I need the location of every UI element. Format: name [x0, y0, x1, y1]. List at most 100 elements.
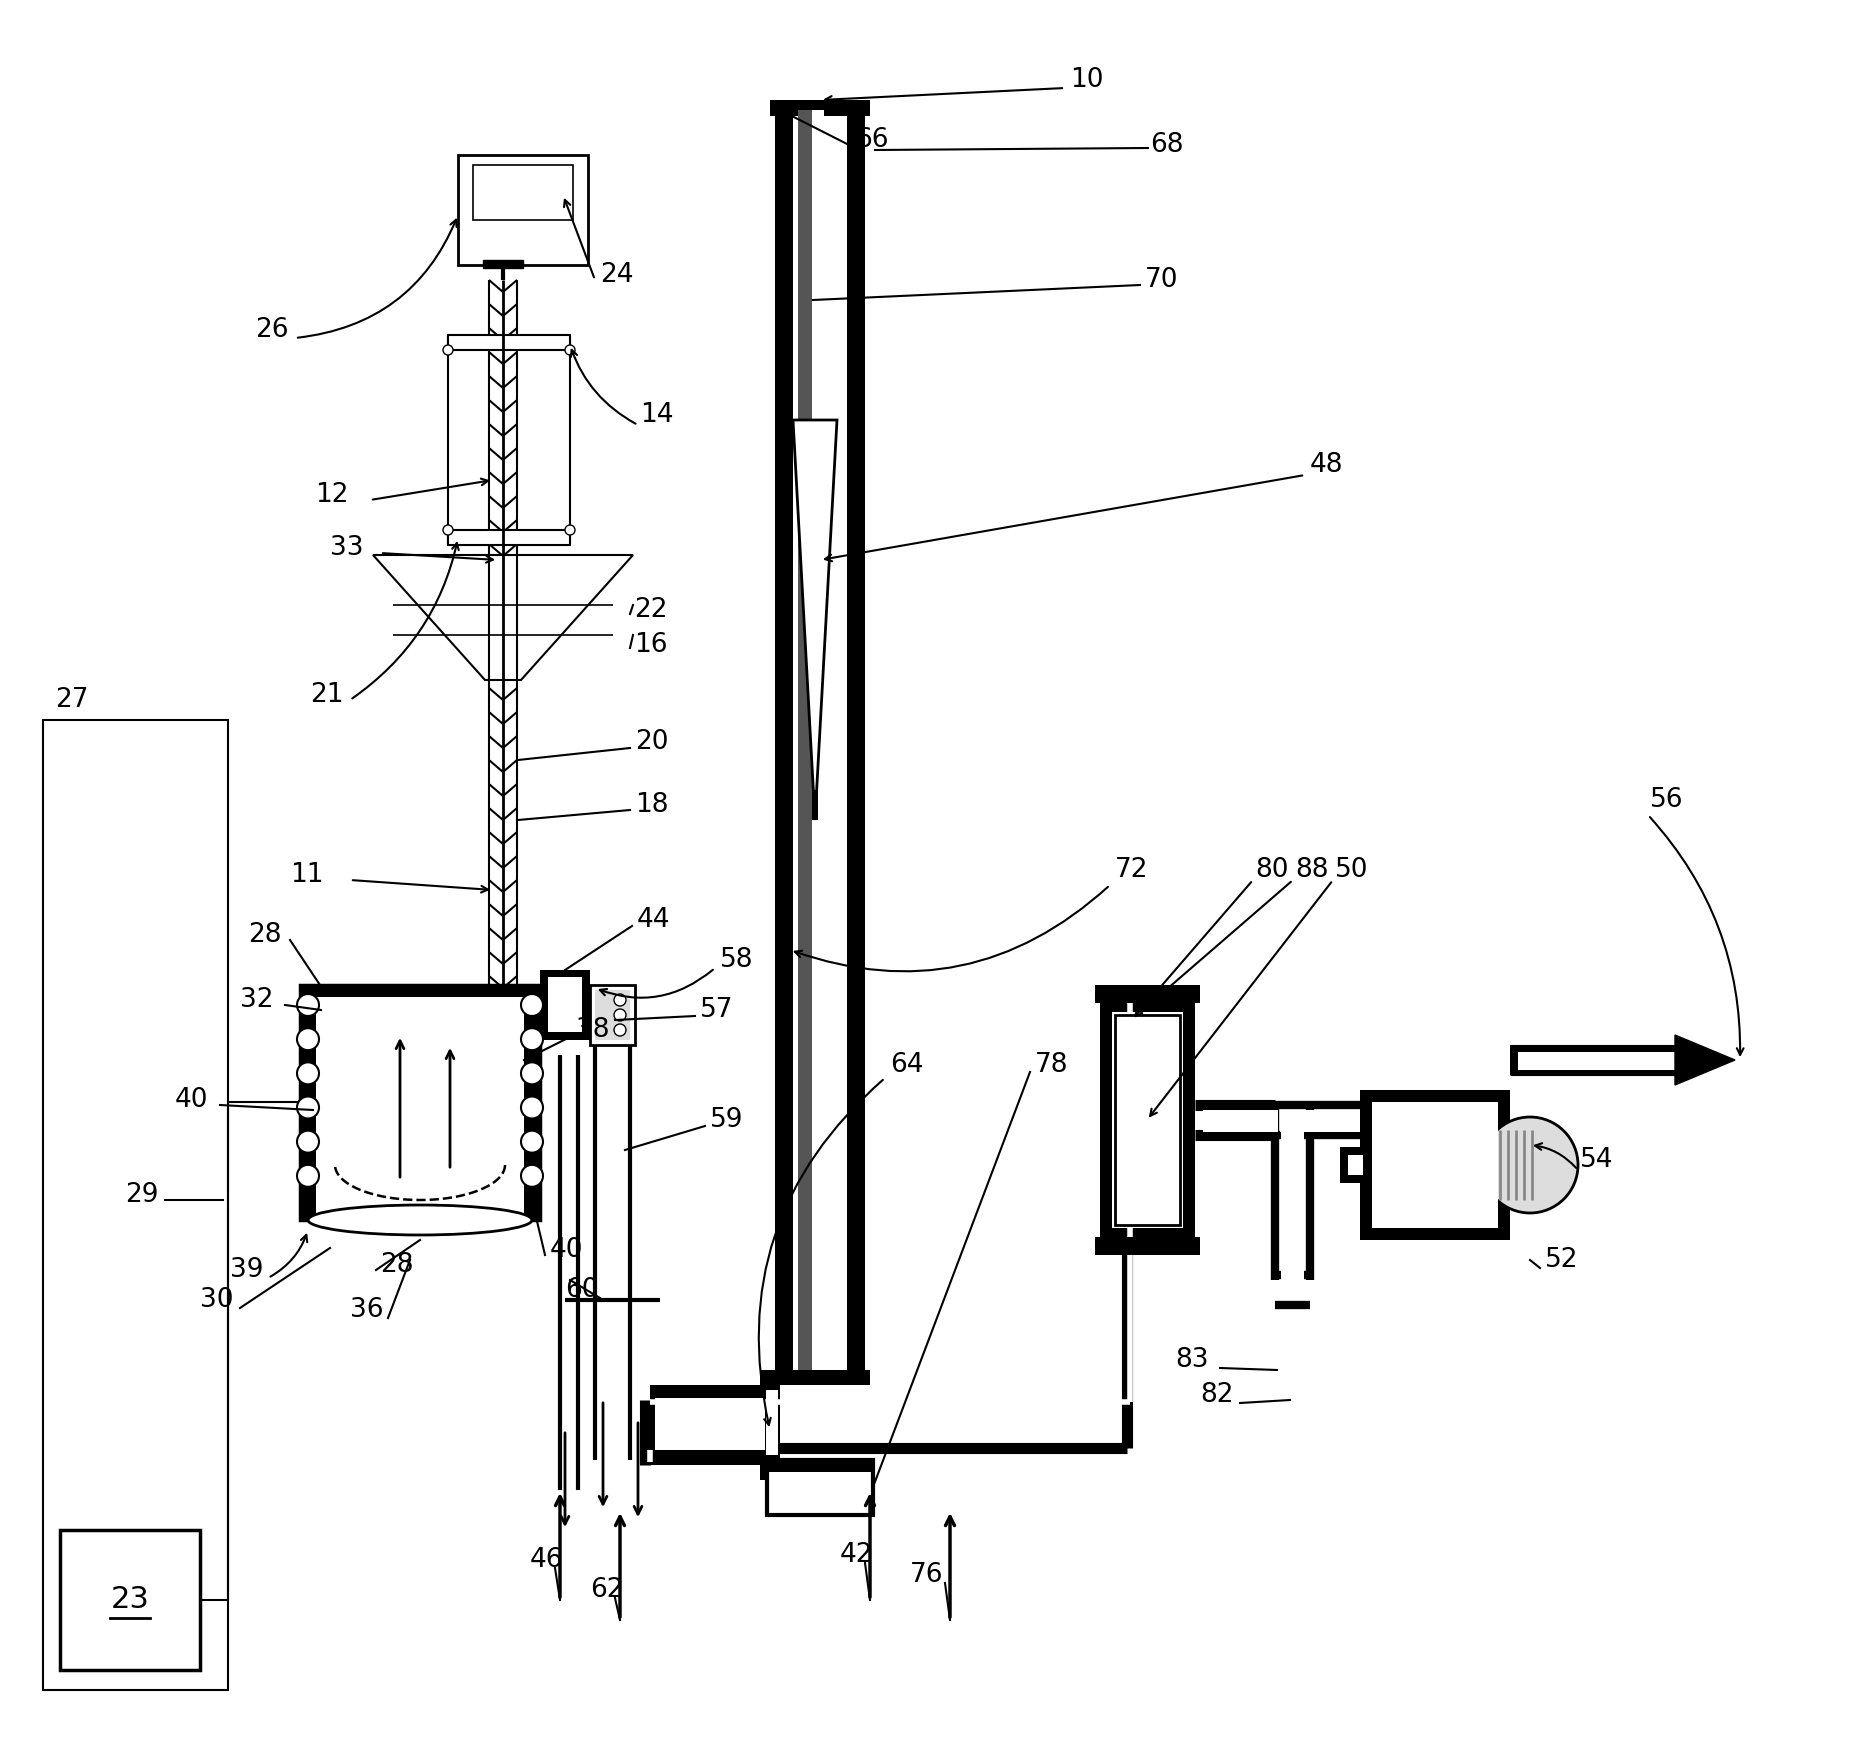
Text: 59: 59	[709, 1106, 743, 1132]
Circle shape	[297, 1062, 319, 1085]
Text: 40: 40	[175, 1087, 209, 1113]
Bar	[43, 720, 228, 1690]
Polygon shape	[793, 421, 838, 820]
Bar	[1280, 1280, 1310, 1301]
Bar	[812, 791, 817, 820]
Text: 21: 21	[310, 682, 343, 708]
Text: 78: 78	[1036, 1052, 1069, 1078]
Text: 32: 32	[241, 987, 274, 1013]
Text: 52: 52	[1545, 1246, 1579, 1273]
Text: 29: 29	[125, 1182, 159, 1208]
Circle shape	[521, 1062, 543, 1085]
Circle shape	[297, 994, 319, 1017]
Bar	[812, 110, 825, 1371]
Bar	[590, 985, 634, 1045]
Bar	[1095, 985, 1200, 1003]
Circle shape	[297, 1131, 319, 1153]
Text: 83: 83	[1176, 1346, 1209, 1373]
Circle shape	[565, 345, 575, 356]
Bar	[847, 100, 866, 1380]
Bar	[448, 529, 569, 545]
Circle shape	[614, 1010, 625, 1020]
Bar	[300, 985, 539, 1220]
Bar	[1280, 1110, 1304, 1285]
Circle shape	[521, 1164, 543, 1187]
Text: 26: 26	[256, 317, 289, 344]
Text: 58: 58	[720, 947, 754, 973]
Circle shape	[614, 1024, 625, 1036]
Text: 70: 70	[1146, 266, 1179, 293]
Bar	[1519, 1052, 1678, 1069]
Bar	[457, 154, 588, 265]
Bar	[595, 990, 631, 1040]
Text: 38: 38	[577, 1017, 610, 1043]
Bar	[649, 1385, 780, 1466]
Text: 50: 50	[1334, 857, 1368, 884]
Bar	[300, 985, 315, 1220]
Text: 82: 82	[1200, 1381, 1233, 1408]
Text: 76: 76	[911, 1562, 944, 1588]
Text: 20: 20	[634, 729, 668, 756]
Bar	[524, 985, 539, 1220]
Bar	[767, 1460, 873, 1515]
Bar	[1099, 999, 1194, 1239]
Text: 27: 27	[54, 687, 88, 713]
Bar	[767, 1460, 873, 1473]
Text: 18: 18	[634, 792, 668, 819]
Bar	[1340, 1146, 1366, 1183]
Bar	[774, 100, 793, 1380]
Bar	[1095, 1238, 1200, 1255]
Bar	[771, 100, 870, 116]
Circle shape	[565, 524, 575, 535]
Bar	[1116, 1015, 1179, 1225]
Bar	[472, 165, 573, 219]
Text: 10: 10	[1069, 67, 1103, 93]
Text: 72: 72	[1116, 857, 1148, 884]
Bar	[759, 1371, 780, 1480]
Text: 12: 12	[315, 482, 349, 508]
Bar	[1510, 1045, 1691, 1075]
Text: 23: 23	[110, 1585, 149, 1615]
Text: 22: 22	[634, 598, 668, 622]
Bar	[549, 976, 582, 1033]
Text: 44: 44	[636, 906, 670, 933]
Bar	[1347, 1155, 1362, 1175]
Circle shape	[297, 1096, 319, 1118]
Text: 68: 68	[1149, 131, 1183, 158]
Circle shape	[521, 1096, 543, 1118]
Text: 16: 16	[634, 633, 668, 657]
Polygon shape	[1676, 1034, 1735, 1085]
Bar	[539, 969, 590, 1040]
Text: 66: 66	[855, 126, 888, 153]
Text: 46: 46	[530, 1546, 564, 1572]
Circle shape	[521, 1131, 543, 1153]
Text: 80: 80	[1256, 857, 1289, 884]
Bar	[767, 1390, 778, 1455]
Text: 62: 62	[590, 1578, 623, 1602]
Bar	[1372, 1103, 1498, 1229]
Text: 30: 30	[200, 1287, 233, 1313]
Text: 54: 54	[1581, 1146, 1614, 1173]
Circle shape	[442, 524, 453, 535]
Text: 40: 40	[550, 1238, 584, 1262]
Text: 64: 64	[890, 1052, 924, 1078]
Circle shape	[297, 1164, 319, 1187]
Text: 28: 28	[381, 1252, 414, 1278]
Bar	[655, 1397, 765, 1450]
Bar	[60, 1530, 200, 1671]
Circle shape	[521, 1029, 543, 1050]
Text: 42: 42	[840, 1543, 873, 1567]
Polygon shape	[373, 556, 633, 680]
Text: 56: 56	[1650, 787, 1683, 813]
Bar	[799, 110, 812, 1371]
Circle shape	[1482, 1117, 1579, 1213]
Bar	[300, 985, 539, 997]
Circle shape	[521, 994, 543, 1017]
Bar	[793, 116, 847, 1371]
Text: 39: 39	[230, 1257, 263, 1283]
Text: 33: 33	[330, 535, 364, 561]
Text: 57: 57	[700, 997, 733, 1024]
Text: 48: 48	[1310, 452, 1344, 479]
Text: 36: 36	[351, 1297, 384, 1324]
Text: 11: 11	[289, 862, 323, 889]
